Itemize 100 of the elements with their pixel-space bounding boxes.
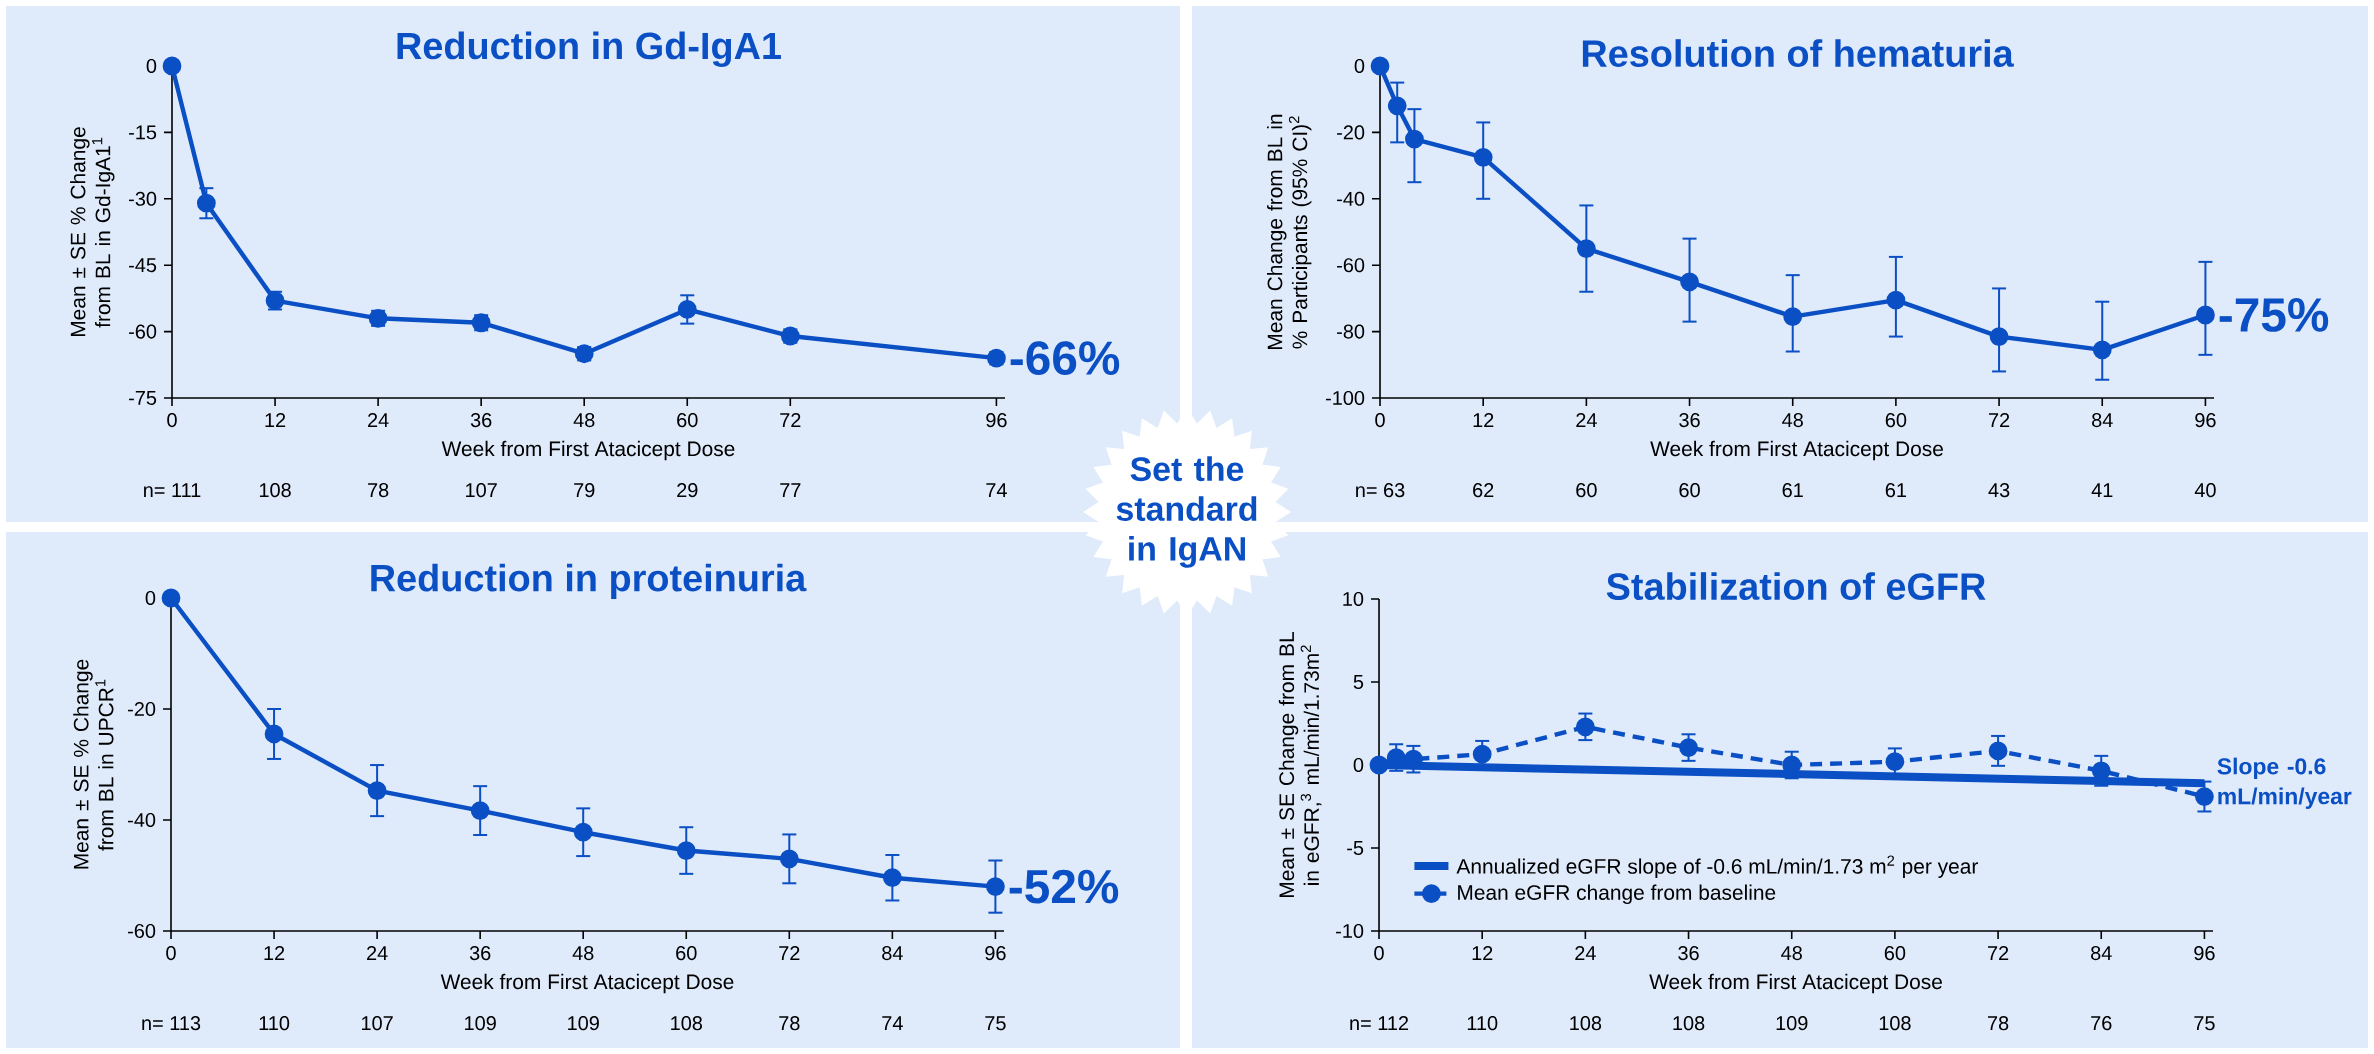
x-tick-label: 48 bbox=[1781, 946, 1802, 961]
text: 109 bbox=[568, 1016, 599, 1031]
text: 107 bbox=[466, 483, 497, 498]
point bbox=[2091, 761, 2111, 781]
point bbox=[1680, 272, 1699, 292]
text: 108 bbox=[1570, 1016, 1602, 1031]
point bbox=[161, 588, 181, 608]
text: 107 bbox=[362, 1016, 393, 1031]
text: Set the standard in IgAN bbox=[1116, 456, 1257, 568]
x-tick-label: 84 bbox=[2091, 946, 2112, 961]
y-tick-label: -5 bbox=[1347, 841, 1364, 855]
x-tick-label: 96 bbox=[985, 946, 1006, 961]
x-tick-label: 0 bbox=[166, 946, 176, 961]
point bbox=[264, 724, 284, 744]
x-tick-label: 72 bbox=[1988, 946, 2009, 960]
text: 78 bbox=[779, 1016, 800, 1031]
text: 108 bbox=[1879, 1016, 1911, 1031]
x-tick-label: 84 bbox=[882, 946, 903, 961]
point bbox=[676, 841, 696, 860]
text: 110 bbox=[259, 1016, 290, 1031]
text: 110 bbox=[1467, 1016, 1498, 1031]
text: n= 63 bbox=[1356, 483, 1405, 498]
x-tick-label: 60 bbox=[676, 946, 697, 961]
y-tick-label: 0 bbox=[145, 590, 156, 606]
y-tick-label: -20 bbox=[128, 701, 156, 717]
y-tick-label: 0 bbox=[1353, 757, 1364, 773]
x-axis-title: Week from First Atacicept Dose bbox=[1650, 440, 1943, 461]
point bbox=[196, 193, 216, 213]
text: 43 bbox=[1988, 483, 2010, 498]
text: -52% bbox=[1009, 869, 1119, 904]
point bbox=[1387, 96, 1407, 116]
text: 61 bbox=[1885, 483, 1907, 498]
text: 76 bbox=[2091, 1016, 2112, 1031]
x-tick-label: 24 bbox=[367, 946, 388, 960]
text: 74 bbox=[986, 483, 1007, 497]
point bbox=[2092, 340, 2112, 360]
y-tick-label: 0 bbox=[1354, 58, 1365, 74]
point bbox=[779, 849, 799, 869]
point bbox=[2195, 787, 2214, 806]
y-tick-label: 0 bbox=[146, 58, 157, 74]
text: 108 bbox=[259, 483, 291, 498]
text: 108 bbox=[1673, 1016, 1705, 1031]
x-tick-label: 60 bbox=[1884, 946, 1906, 961]
point bbox=[1473, 147, 1493, 167]
y-tick-label: -10 bbox=[1336, 923, 1364, 939]
y-tick-label: -100 bbox=[1325, 390, 1365, 406]
y-tick-label: -45 bbox=[129, 258, 157, 273]
x-tick-label: 12 bbox=[1472, 946, 1493, 960]
point bbox=[882, 868, 902, 888]
y-tick-label: -60 bbox=[128, 923, 156, 939]
x-axis-title: Week from First Atacicept Dose bbox=[1649, 973, 1942, 994]
x-tick-label: 72 bbox=[1989, 413, 2010, 427]
text: 75 bbox=[2194, 1016, 2215, 1031]
text: 41 bbox=[2091, 483, 2113, 497]
x-tick-label: 84 bbox=[2092, 413, 2113, 428]
text: n= 111 bbox=[144, 483, 201, 497]
y-tick-label: -20 bbox=[1337, 125, 1365, 140]
point bbox=[1472, 744, 1492, 764]
x-tick-label: 12 bbox=[265, 413, 286, 427]
point bbox=[1576, 239, 1596, 258]
x-tick-label: 48 bbox=[1782, 413, 1803, 428]
x-tick-label: 24 bbox=[368, 413, 389, 427]
text: 78 bbox=[368, 483, 389, 498]
x-axis-title: Week from First Atacicept Dose bbox=[440, 973, 734, 994]
y-axis-title: Mean ± SE % Change from BL in UPCR$^{1}$ bbox=[73, 659, 114, 869]
point bbox=[986, 877, 1005, 896]
point bbox=[677, 300, 697, 319]
point bbox=[367, 781, 387, 800]
point bbox=[1369, 755, 1389, 775]
point bbox=[1885, 752, 1905, 772]
point bbox=[2196, 305, 2215, 325]
x-tick-label: 48 bbox=[572, 946, 594, 961]
text: n= 112 bbox=[1350, 1016, 1409, 1030]
y-tick-label: -80 bbox=[1337, 324, 1365, 339]
text: -75% bbox=[2219, 298, 2329, 332]
y-axis-title: Mean ± SE % Change from BL in Gd-IgA1$^{1}$ bbox=[70, 127, 115, 337]
y-tick-label: -75 bbox=[129, 391, 157, 405]
text: 60 bbox=[1679, 483, 1700, 498]
text: 62 bbox=[1473, 483, 1494, 498]
y-tick-label: 10 bbox=[1343, 591, 1364, 607]
x-tick-label: 96 bbox=[986, 413, 1007, 428]
text: 61 bbox=[1782, 483, 1803, 498]
chart-title: Resolution of hematuria bbox=[1582, 39, 2014, 67]
text: 78 bbox=[1988, 1016, 2009, 1031]
x-tick-label: 36 bbox=[1678, 946, 1699, 961]
point bbox=[573, 822, 593, 842]
point bbox=[162, 56, 182, 76]
legend-label: Annualized eGFR slope of -0.6 mL/min/1.73 m$^{2}$ per year bbox=[1456, 855, 1979, 878]
x-tick-label: 48 bbox=[573, 413, 595, 428]
y-tick-label: -15 bbox=[129, 125, 157, 140]
y-tick-label: -60 bbox=[1337, 258, 1365, 273]
text: 40 bbox=[2194, 483, 2216, 498]
text: n= 113 bbox=[142, 1016, 201, 1031]
point bbox=[470, 801, 490, 820]
text: 77 bbox=[780, 483, 801, 497]
x-tick-label: 96 bbox=[2194, 946, 2215, 961]
text: 29 bbox=[677, 483, 698, 498]
point bbox=[1783, 307, 1803, 327]
point bbox=[1988, 741, 2008, 761]
point bbox=[1370, 56, 1390, 76]
